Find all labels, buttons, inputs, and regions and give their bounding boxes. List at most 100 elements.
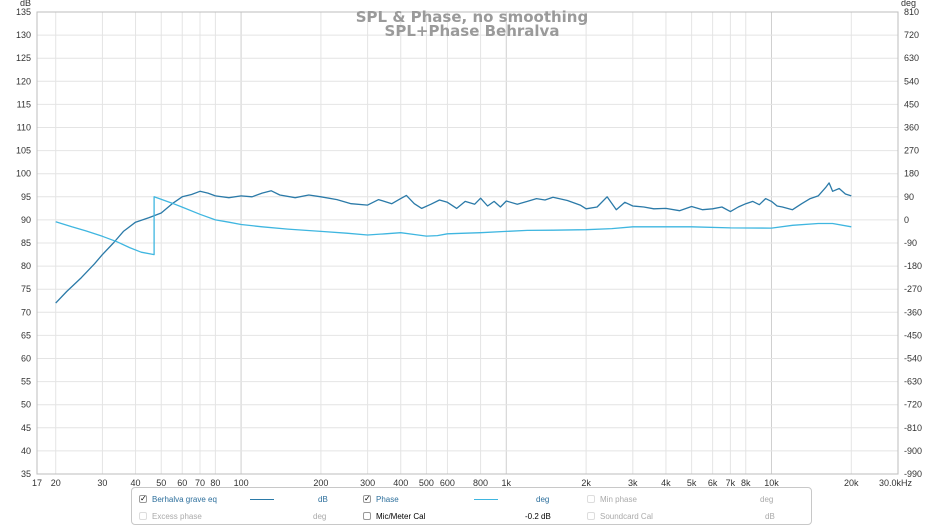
y2-tick-label: 270 [904, 146, 919, 156]
y-tick-label: 95 [21, 192, 31, 202]
checkbox-berhalva[interactable]: ✓ [139, 494, 147, 503]
series-line-phase [55, 196, 852, 256]
checkbox-excess-phase[interactable] [139, 512, 147, 520]
checkbox-min-phase[interactable] [587, 495, 595, 503]
y-tick-label: 80 [21, 261, 31, 271]
y2-tick-label: -90 [904, 238, 917, 248]
y-tick-label: 60 [21, 354, 31, 364]
x-tick-label: 60 [177, 478, 187, 488]
y-axis-unit: dB [20, 0, 31, 8]
checkbox-phase[interactable]: ✓ [363, 494, 371, 503]
plot-frame [36, 11, 899, 475]
x-tick-label: 600 [440, 478, 455, 488]
legend-item-min-phase[interactable]: Min phase [587, 490, 637, 508]
legend-item-soundcard-cal[interactable]: Soundcard Cal [587, 507, 653, 525]
legend-unit: deg [536, 494, 550, 504]
y-tick-label: 100 [16, 169, 31, 179]
y-tick-label: 105 [16, 146, 31, 156]
x-tick-label: 20 [51, 478, 61, 488]
y2-tick-label: 540 [904, 76, 919, 86]
x-tick-label: 80 [210, 478, 220, 488]
x-tick-label: 20k [844, 478, 859, 488]
legend-row-2: Excess phase deg Mic/Meter Cal -0.2 dB S… [132, 507, 811, 525]
x-tick-label: 10k [764, 478, 779, 488]
legend-label: Phase [376, 494, 399, 504]
x-tick-label: 50 [156, 478, 166, 488]
legend-item-mic-meter-cal[interactable]: Mic/Meter Cal [363, 507, 425, 525]
y2-tick-label: -720 [904, 400, 922, 410]
legend-unit: deg [313, 511, 327, 521]
x-tick-label: 40 [131, 478, 141, 488]
legend-unit: -0.2 dB [525, 511, 551, 521]
legend-unit: dB [318, 494, 328, 504]
y2-tick-label: -540 [904, 354, 922, 364]
y2-tick-label: 720 [904, 30, 919, 40]
y-tick-label: 135 [16, 7, 31, 17]
x-tick-label: 4k [661, 478, 671, 488]
x-tick-label: 7k [726, 478, 736, 488]
x-tick-label: 30.0kHz [879, 478, 913, 488]
y-tick-label: 40 [21, 446, 31, 456]
legend-item-phase[interactable]: ✓ Phase [363, 490, 399, 508]
legend-label: Excess phase [152, 511, 202, 521]
y-tick-label: 50 [21, 400, 31, 410]
legend-item-berhalva[interactable]: ✓ Berhalva grave eq [139, 490, 217, 508]
x-tick-label: 3k [628, 478, 638, 488]
y-tick-label: 120 [16, 76, 31, 86]
y-tick-label: 115 [17, 99, 31, 109]
legend-swatch-phase [474, 490, 498, 508]
x-tick-label: 400 [393, 478, 408, 488]
x-tick-label: 70 [195, 478, 205, 488]
y-tick-label: 65 [21, 330, 31, 340]
grid [37, 11, 898, 475]
x-tick-label: 5k [687, 478, 697, 488]
y-tick-label: 55 [21, 377, 31, 387]
legend-row-1: ✓ Berhalva grave eq dB ✓ Phase deg Min p… [132, 490, 811, 508]
y2-tick-label: 180 [904, 169, 919, 179]
y-tick-label: 75 [21, 284, 31, 294]
y-tick-label: 35 [21, 469, 31, 479]
y-tick-label: 45 [21, 423, 31, 433]
x-tick-label: 2k [581, 478, 591, 488]
y-tick-label: 125 [16, 53, 31, 63]
x-tick-label: 800 [473, 478, 488, 488]
y2-tick-label: -360 [904, 307, 922, 317]
y-tick-label: 130 [16, 30, 31, 40]
y-tick-label: 85 [21, 238, 31, 248]
x-tick-label: 1k [502, 478, 512, 488]
legend-swatch-berhalva [250, 490, 274, 508]
legend-panel: ✓ Berhalva grave eq dB ✓ Phase deg Min p… [131, 487, 812, 525]
legend-label: Min phase [600, 494, 637, 504]
y2-tick-label: 630 [904, 53, 919, 63]
y2-tick-label: -900 [904, 446, 922, 456]
y2-tick-label: -810 [904, 423, 922, 433]
legend-label: Berhalva grave eq [152, 494, 217, 504]
x-tick-label: 17 [32, 478, 42, 488]
axis-ticks: 17 20 30 40 50 60 70 80 100 200 300 400 500 600 800 1k 2… [16, 7, 922, 488]
chart-title: SPL & Phase, no smoothing [356, 8, 588, 26]
x-tick-label: 6k [708, 478, 718, 488]
legend-unit: deg [760, 494, 774, 504]
y2-tick-label: -450 [904, 330, 922, 340]
legend-label: Soundcard Cal [600, 511, 653, 521]
x-tick-label: 30 [97, 478, 107, 488]
y2-tick-label: 90 [904, 192, 914, 202]
series [55, 182, 852, 304]
x-tick-label: 100 [234, 478, 249, 488]
checkbox-mic-meter-cal[interactable] [363, 512, 371, 520]
checkbox-soundcard-cal[interactable] [587, 512, 595, 520]
y2-tick-label: 360 [904, 123, 919, 133]
legend-label: Mic/Meter Cal [376, 511, 426, 521]
legend-item-excess-phase[interactable]: Excess phase [139, 507, 202, 525]
y2-axis-unit: deg [901, 0, 916, 8]
y-tick-label: 90 [21, 215, 31, 225]
x-tick-label: 200 [313, 478, 328, 488]
y2-tick-label: 450 [904, 99, 919, 109]
x-tick-label: 300 [360, 478, 375, 488]
series-line-berhalva-grave-eq [55, 182, 852, 304]
y2-tick-label: -180 [904, 261, 922, 271]
y2-tick-label: -990 [904, 469, 922, 479]
y-tick-label: 110 [17, 123, 31, 133]
x-tick-label: 8k [741, 478, 751, 488]
